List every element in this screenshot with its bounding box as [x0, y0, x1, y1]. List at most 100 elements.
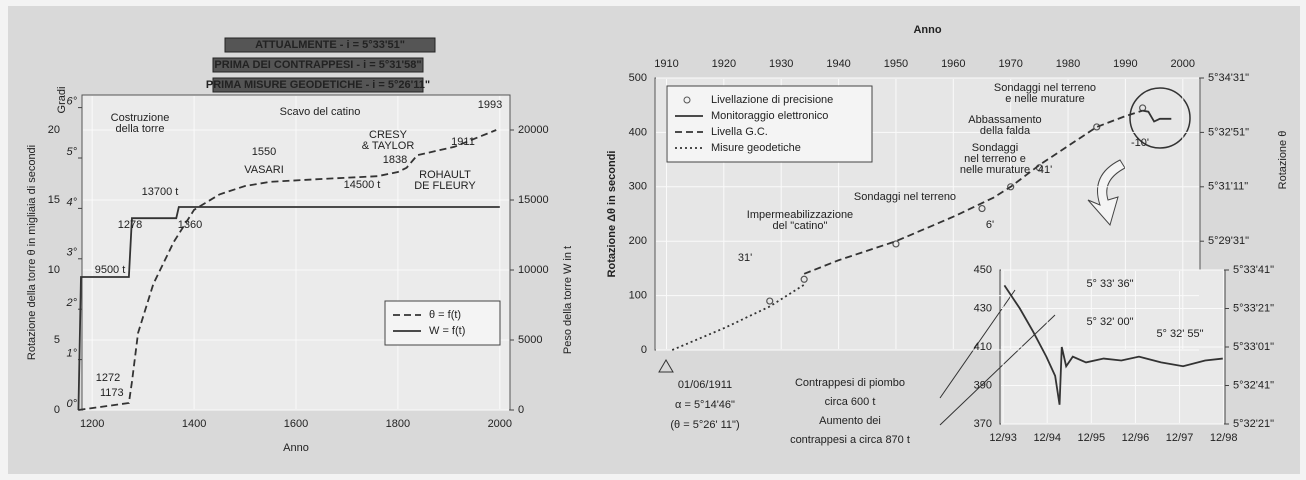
- y2-axis-label: Rotazione θ: [1277, 131, 1289, 190]
- y2-tick-label: 5°29'31": [1208, 235, 1249, 247]
- y-tick-label: 400: [629, 126, 647, 138]
- y-tick-label: 200: [629, 235, 647, 247]
- y2-tick-label: 5°31'11": [1208, 181, 1248, 193]
- x-tick-label: 1970: [998, 58, 1022, 70]
- y3-tick-label: 3°: [66, 247, 77, 259]
- x-tick-label: 1980: [1056, 58, 1080, 70]
- y3-tick-label: 5°: [66, 146, 77, 158]
- annotation: & TAYLOR: [362, 140, 415, 152]
- y2-tick-label: 5°33'01": [1233, 341, 1274, 353]
- y2-tick-label: 15000: [518, 194, 549, 206]
- y-tick-label: 370: [974, 418, 992, 430]
- y-tick-label: 15: [48, 194, 60, 206]
- x-tick-label: 1800: [386, 418, 410, 430]
- legend-label: θ = f(t): [429, 309, 461, 321]
- annotation: 1360: [178, 219, 202, 231]
- x-axis-label: Anno: [913, 24, 941, 36]
- annotation: circa 600 t: [825, 396, 876, 408]
- legend-box: [385, 301, 500, 345]
- y2-tick-label: 5°34'31": [1208, 72, 1249, 84]
- legend-label: Misure geodetiche: [711, 142, 801, 154]
- y-tick-label: 450: [974, 264, 992, 276]
- annotation: 1993: [478, 99, 502, 111]
- x-tick-label: 1400: [182, 418, 206, 430]
- x-tick-label: 1200: [80, 418, 104, 430]
- annotation: 1173: [100, 387, 124, 399]
- y3-tick-label: 1°: [66, 348, 77, 360]
- y-tick-label: 20: [48, 124, 60, 136]
- annotation: 13700 t: [142, 186, 179, 198]
- figure: 1200140016001800200005101520050001000015…: [0, 0, 1306, 480]
- y3-tick-label: 6°: [66, 96, 77, 108]
- annotation: DE FLEURY: [414, 180, 476, 192]
- y-tick-label: 0: [54, 404, 60, 416]
- x-tick-label: 12/96: [1122, 432, 1150, 444]
- annotation: 5° 32' 55": [1156, 328, 1203, 340]
- y-tick-label: 390: [974, 379, 992, 391]
- y-tick-label: 300: [629, 181, 647, 193]
- y3-axis-label: Gradi: [56, 87, 68, 114]
- x-tick-label: 1960: [941, 58, 965, 70]
- y2-tick-label: 5°33'21": [1233, 302, 1274, 314]
- y-tick-label: 430: [974, 302, 992, 314]
- x-tick-label: 1600: [284, 418, 308, 430]
- x-tick-label: 12/97: [1166, 432, 1194, 444]
- y2-tick-label: 5°32'51": [1208, 126, 1249, 138]
- x-tick-label: 1990: [1113, 58, 1137, 70]
- y2-tick-label: 5°33'41": [1233, 264, 1274, 276]
- x-tick-label: 12/95: [1078, 432, 1106, 444]
- annotation: 1911: [451, 136, 475, 148]
- annotation: della falda: [980, 125, 1031, 137]
- y2-tick-label: 5°32'21": [1233, 418, 1274, 430]
- annotation: Contrappesi di piombo: [795, 377, 905, 389]
- annotation: 9500 t: [95, 264, 126, 276]
- x-tick-label: 1910: [654, 58, 678, 70]
- x-axis-label: Anno: [283, 442, 309, 454]
- annotation: 5° 33' 36": [1086, 278, 1133, 290]
- y-tick-label: 410: [974, 341, 992, 353]
- annotation: ATTUALMENTE - i = 5°33'51": [255, 39, 405, 51]
- annotation: α = 5°14'46": [675, 399, 735, 411]
- x-tick-label: 2000: [488, 418, 512, 430]
- y2-tick-label: 5000: [518, 334, 542, 346]
- x-tick-label: 12/94: [1033, 432, 1061, 444]
- y2-tick-label: 5°32'41": [1233, 379, 1274, 391]
- y-tick-label: 5: [54, 334, 60, 346]
- x-tick-label: 12/93: [989, 432, 1017, 444]
- annotation: Aumento dei: [819, 415, 881, 427]
- y2-tick-label: 20000: [518, 124, 549, 136]
- annotation: 1838: [383, 154, 407, 166]
- y3-tick-label: 0°: [66, 398, 77, 410]
- annotation: 1278: [118, 219, 142, 231]
- annotation: 14500 t: [344, 179, 381, 191]
- annotation: Sondaggi nel terreno: [854, 191, 956, 203]
- annotation: del "catino": [773, 220, 828, 232]
- annotation: contrappesi a circa 870 t: [790, 434, 910, 446]
- y-axis-label: Rotazione Δθ in secondi: [606, 151, 618, 278]
- annotation: VASARI: [244, 164, 284, 176]
- legend-label: W = f(t): [429, 325, 465, 337]
- page: 1200140016001800200005101520050001000015…: [0, 0, 1306, 480]
- x-tick-label: 1920: [712, 58, 736, 70]
- y2-axis-label: Peso della torre W in t: [562, 246, 574, 354]
- legend-label: Livella G.C.: [711, 126, 768, 138]
- y3-tick-label: 4°: [66, 196, 77, 208]
- annotation: 31': [738, 252, 752, 264]
- annotation: e nelle murature: [1005, 93, 1085, 105]
- annotation: della torre: [116, 123, 165, 135]
- x-tick-label: 1940: [826, 58, 850, 70]
- y-tick-label: 100: [629, 290, 647, 302]
- annotation: 1550: [252, 146, 276, 158]
- annotation: 41': [1038, 164, 1052, 176]
- annotation: PRIMA MISURE GEODETICHE - i = 5°26'11": [206, 79, 430, 91]
- annotation: nelle murature: [960, 164, 1030, 176]
- annotation: 01/06/1911: [678, 379, 732, 391]
- annotation: PRIMA DEI CONTRAPPESI - i = 5°31'58": [214, 59, 421, 71]
- x-tick-label: 2000: [1171, 58, 1195, 70]
- annotation: -10': [1131, 137, 1149, 149]
- legend-label: Monitoraggio elettronico: [711, 110, 828, 122]
- legend-label: Livellazione di precisione: [711, 94, 833, 106]
- annotation: Scavo del catino: [280, 106, 361, 118]
- x-tick-label: 1950: [884, 58, 908, 70]
- x-tick-label: 12/98: [1210, 432, 1238, 444]
